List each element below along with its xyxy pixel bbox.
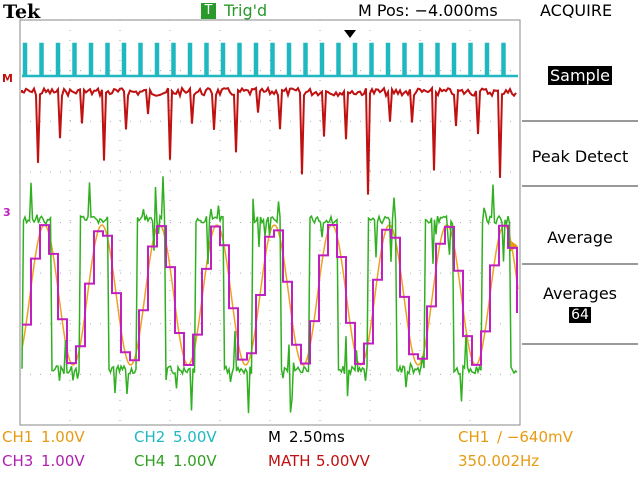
ch3-marker: 3 — [3, 206, 11, 219]
math-trace — [21, 85, 517, 195]
trigger-status: Trig'd — [224, 1, 268, 20]
ch4-trace — [21, 176, 518, 414]
menu-averages[interactable]: Averages — [542, 284, 618, 303]
menu-sample[interactable]: Sample — [548, 66, 612, 85]
ch1-trace — [21, 224, 519, 366]
status-channel: CH4 — [134, 452, 166, 470]
brand: Tek — [3, 1, 41, 23]
status-channel: M — [268, 428, 281, 446]
menu-separator — [522, 343, 638, 345]
status-channel: CH2 — [134, 428, 166, 446]
menu-average[interactable]: Average — [547, 228, 613, 247]
averages-value: 64 — [569, 307, 591, 323]
menu-separator — [522, 263, 638, 265]
status-setting: 350.002Hz — [458, 452, 540, 470]
trigger-icon: T — [201, 3, 216, 19]
ch2-trace — [22, 42, 518, 78]
status-setting: 1.00V — [173, 452, 217, 470]
status-setting: 1.00V — [41, 452, 85, 470]
menu-peak-detect[interactable]: Peak Detect — [531, 147, 629, 166]
status-setting: 5.00V — [173, 428, 217, 446]
status-channel: CH1 — [2, 428, 34, 446]
status-setting: 5.00VV — [316, 452, 370, 470]
status-setting: 1.00V — [41, 428, 85, 446]
status-setting: ∕ −640mV — [497, 428, 573, 446]
status-setting: 2.50ms — [289, 428, 345, 446]
menu-separator — [522, 185, 638, 187]
status-channel: CH1 — [458, 428, 490, 446]
trigger-arrow — [344, 30, 356, 38]
ch3-trace — [22, 224, 518, 366]
menu-separator — [522, 120, 638, 122]
horizontal-position: M Pos: −4.000ms — [358, 1, 498, 20]
math-marker: M — [2, 72, 13, 85]
menu-title: ACQUIRE — [540, 1, 613, 20]
status-channel: CH3 — [2, 452, 34, 470]
status-channel: MATH — [268, 452, 311, 470]
